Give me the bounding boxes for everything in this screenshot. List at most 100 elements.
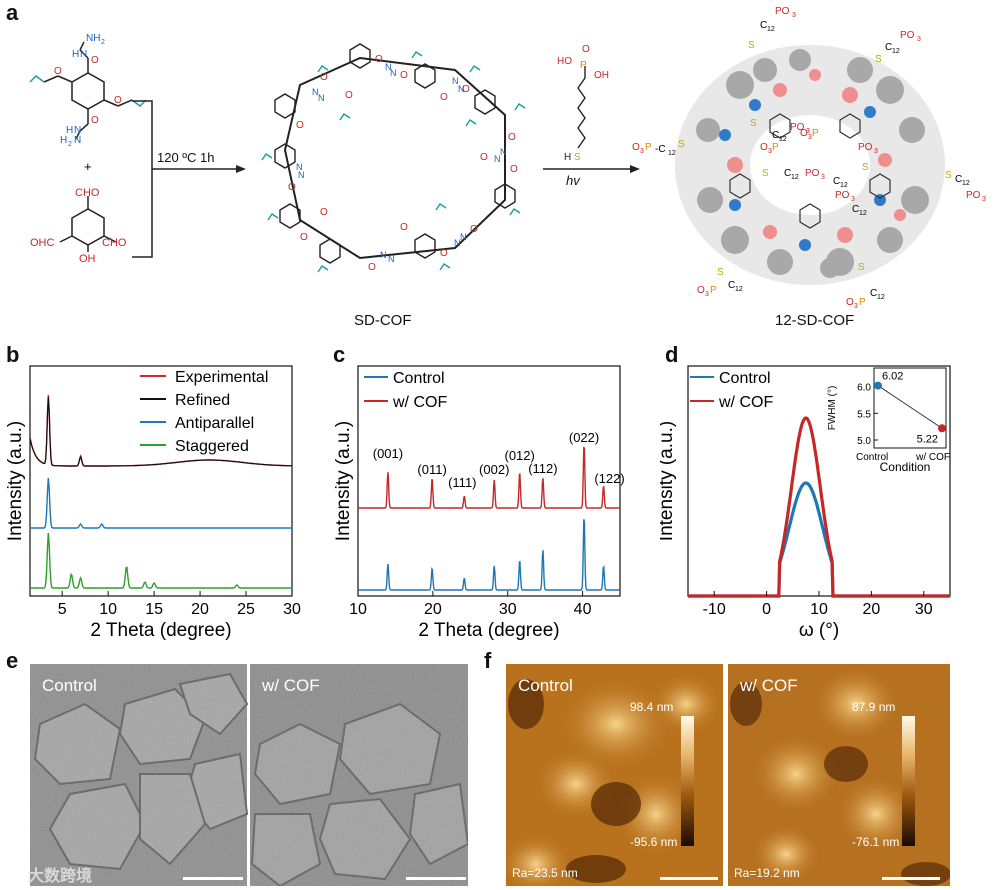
panel-a-scheme: NH 2 O O O O H 2 N N H N H + CHO OHC CHO…: [29, 6, 986, 310]
inset-ytick-label: 6.0: [857, 383, 871, 394]
afm-images: [506, 664, 950, 886]
inset-point: [874, 381, 882, 390]
series-b-refined: [29, 396, 293, 467]
svg-text:3: 3: [808, 134, 812, 141]
sem-control-label: Control: [42, 676, 97, 695]
svg-text:O: O: [508, 132, 516, 143]
legend-text-control: Control: [393, 370, 445, 387]
inset-ylabel: FWHM (°): [827, 386, 838, 431]
svg-text:P: P: [812, 128, 819, 139]
svg-text:12: 12: [779, 136, 787, 143]
sem-images: [30, 664, 468, 886]
svg-text:H: H: [60, 135, 67, 146]
series-d-control: [688, 481, 950, 598]
inset-xlabel: Condition: [880, 460, 931, 474]
legend-text-wcof-d: w/ COF: [718, 394, 773, 411]
svg-text:N: N: [296, 162, 303, 172]
svg-text:O: O: [440, 92, 448, 103]
xtick-label-b: 15: [145, 601, 163, 618]
svg-text:O: O: [800, 128, 808, 139]
svg-text:C: C: [852, 204, 859, 215]
svg-text:HO: HO: [557, 56, 572, 67]
legend-text-wcof: w/ COF: [392, 394, 447, 411]
inset-value-label: 6.02: [882, 371, 903, 383]
svg-text:O: O: [91, 55, 99, 66]
svg-text:O: O: [400, 222, 408, 233]
svg-text:12: 12: [791, 174, 799, 181]
svg-text:S: S: [875, 54, 882, 65]
legend-d: Control w/ COF: [690, 370, 773, 411]
peak-label: (122): [594, 471, 624, 486]
svg-text:C: C: [885, 42, 892, 53]
sd-cof-title: SD-COF: [354, 312, 412, 329]
panel-d-label: d: [665, 342, 679, 367]
svg-text:S: S: [862, 162, 869, 173]
svg-text:3: 3: [768, 148, 772, 155]
svg-text:NH: NH: [86, 33, 100, 44]
svg-text:3: 3: [821, 174, 825, 181]
legend-b: Experimental Refined Antiparallel Stagge…: [140, 369, 268, 455]
svg-text:O: O: [91, 115, 99, 126]
reagent-2-structure: [59, 196, 117, 252]
xtick-label-d: -10: [703, 601, 726, 618]
sem-wcof-label: w/ COF: [262, 676, 320, 695]
reagent-1-atom-labels: NH 2 O O O O H 2 N N H N H: [54, 33, 122, 148]
sem-scale-bar-right: [406, 877, 466, 880]
afm-left-ra: Ra=23.5 nm: [512, 866, 578, 880]
svg-text:C: C: [955, 174, 962, 185]
svg-text:OH: OH: [79, 253, 96, 265]
svg-text:12: 12: [767, 26, 775, 33]
svg-text:2: 2: [101, 39, 105, 46]
peak-label: (112): [528, 461, 557, 476]
svg-text:N: N: [460, 232, 467, 242]
afm-scale-bar-left: [660, 877, 718, 880]
svg-text:PO: PO: [858, 142, 873, 153]
12-sd-cof-title: 12-SD-COF: [775, 312, 855, 329]
svg-text:N: N: [458, 84, 465, 94]
svg-text:3: 3: [851, 196, 855, 203]
ylabel-c: Intensity (a.u.): [333, 421, 354, 541]
svg-text:P: P: [772, 142, 779, 153]
12-sd-cof-structure: [675, 45, 945, 285]
svg-text:O: O: [375, 54, 383, 65]
svg-text:C: C: [772, 130, 779, 141]
xtick-label-c: 10: [349, 601, 367, 618]
svg-text:N: N: [80, 49, 87, 60]
svg-text:3: 3: [640, 148, 644, 155]
ylabel-b: Intensity (a.u.): [5, 421, 26, 541]
svg-text:S: S: [717, 267, 724, 278]
inset-ytick-label: 5.5: [857, 409, 871, 420]
xtick-label-b: 30: [283, 601, 301, 618]
svg-text:PO: PO: [775, 6, 790, 17]
afm-colorbar-right: [902, 716, 915, 846]
legend-text-experimental: Experimental: [175, 369, 268, 386]
peak-label: (111): [448, 475, 476, 490]
xtick-label-b: 5: [58, 601, 67, 618]
svg-text:O: O: [54, 66, 62, 77]
svg-text:OH: OH: [594, 70, 609, 81]
series-c-control: [358, 519, 620, 591]
reaction-condition-1: 120 ºC 1h: [157, 150, 215, 165]
svg-text:S: S: [858, 262, 865, 273]
xtick-label-d: 0: [762, 601, 771, 618]
xrd-chart-c: 10 20 30 40 (001) (011)(111)(002)(012)(112) (…: [333, 365, 625, 641]
peak-label: (011): [417, 462, 446, 477]
svg-text:H: H: [72, 49, 79, 60]
sem-scale-bar-left: [183, 877, 243, 880]
series-c-wcof: [358, 446, 620, 509]
svg-text:O: O: [300, 232, 308, 243]
svg-text:12: 12: [859, 210, 867, 217]
reaction-condition-2: hv: [566, 173, 580, 188]
xtick-label-d: 20: [863, 601, 881, 618]
svg-text:12: 12: [840, 182, 848, 189]
inset-category-label: w/ COF: [915, 452, 950, 463]
xlabel-d: ω (°): [799, 620, 839, 641]
svg-text:O: O: [296, 120, 304, 131]
watermark: 大数跨境: [28, 868, 93, 885]
svg-text:O: O: [400, 70, 408, 81]
xtick-label-b: 20: [191, 601, 209, 618]
svg-text:CHO: CHO: [102, 237, 127, 249]
svg-text:N: N: [298, 170, 305, 180]
svg-text:12: 12: [735, 286, 743, 293]
